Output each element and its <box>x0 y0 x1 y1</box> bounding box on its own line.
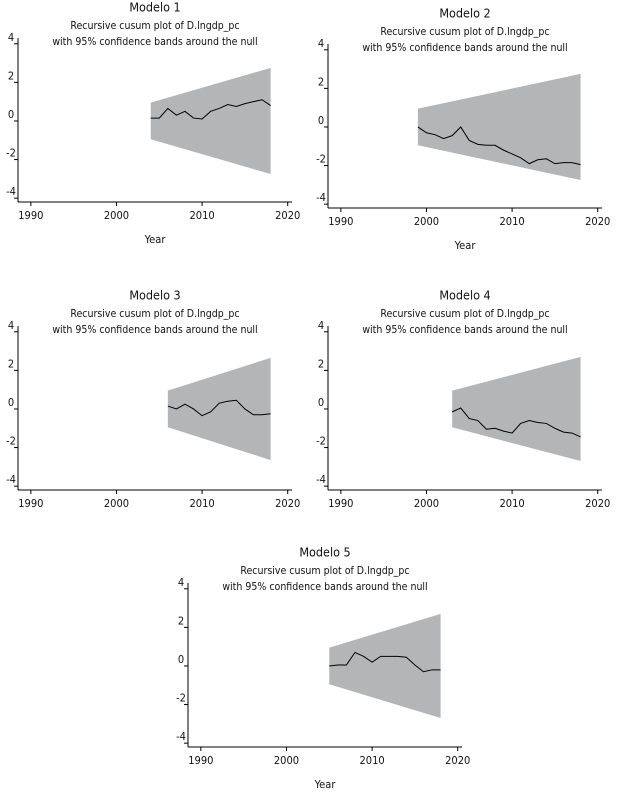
chart-subtitle: with 95% confidence bands around the nul… <box>362 324 567 336</box>
x-axis-label: Year <box>144 233 167 246</box>
x-tick-label: 2020 <box>275 209 300 222</box>
y-tick-label: 0 <box>8 396 14 409</box>
confidence-band <box>417 73 581 181</box>
x-tick-label: 2000 <box>104 497 129 510</box>
x-tick-label: 1990 <box>188 754 213 767</box>
x-tick-label: 2020 <box>585 497 610 510</box>
panel: Modelo 2 Recursive cusum plot of D.lngdp_… <box>316 6 610 253</box>
y-tick-label: 0 <box>178 653 184 666</box>
x-tick-label: 2010 <box>500 497 525 510</box>
chart-title: Modelo 2 <box>439 6 490 21</box>
cusum-line <box>167 399 271 417</box>
y-tick-label: -2 <box>6 435 16 448</box>
x-tick-label: 2010 <box>190 497 215 510</box>
panel: Modelo 1 Recursive cusum plot of D.lngdp_… <box>6 0 300 246</box>
y-tick-label: 4 <box>318 319 324 332</box>
cusum-line <box>451 407 581 438</box>
confidence-band <box>329 613 441 719</box>
x-tick-label: 1990 <box>328 215 353 228</box>
y-tick-label: 2 <box>178 614 184 627</box>
panel: Modelo 4 Recursive cusum plot of D.lngdp_… <box>316 288 610 511</box>
chart-title: Modelo 3 <box>129 288 180 303</box>
y-tick-label: -4 <box>6 473 16 486</box>
y-tick-label: 2 <box>318 75 324 88</box>
y-tick-label: -4 <box>316 191 326 204</box>
chart-subtitle: Recursive cusum plot of D.lngdp_pc <box>380 26 549 38</box>
y-tick-label: -2 <box>316 435 326 448</box>
confidence-band <box>452 356 581 462</box>
panel: Modelo 3 Recursive cusum plot of D.lngdp_… <box>6 288 300 511</box>
x-tick-label: 2000 <box>414 497 439 510</box>
chart-subtitle: Recursive cusum plot of D.lngdp_pc <box>240 565 409 577</box>
y-tick-label: 4 <box>318 37 324 50</box>
y-tick-label: 4 <box>8 319 14 332</box>
x-tick-label: 1990 <box>18 497 43 510</box>
chart-subtitle: Recursive cusum plot of D.lngdp_pc <box>380 308 549 320</box>
chart-subtitle: with 95% confidence bands around the nul… <box>52 36 257 48</box>
y-tick-label: -2 <box>176 692 186 705</box>
chart-title: Modelo 4 <box>439 288 490 303</box>
y-tick-label: 2 <box>8 69 14 82</box>
chart-subtitle: with 95% confidence bands around the nul… <box>52 324 257 336</box>
y-tick-label: 0 <box>318 114 324 127</box>
x-tick-label: 1990 <box>328 497 353 510</box>
y-tick-label: 4 <box>178 576 184 589</box>
x-tick-label: 2020 <box>585 215 610 228</box>
confidence-band <box>150 67 271 175</box>
y-tick-label: 2 <box>8 357 14 370</box>
x-axis-label: Year <box>454 239 477 252</box>
cusum-line <box>150 99 271 120</box>
x-tick-label: 1990 <box>18 209 43 222</box>
y-tick-label: 0 <box>318 396 324 409</box>
chart-subtitle: with 95% confidence bands around the nul… <box>222 581 427 593</box>
y-tick-label: 0 <box>8 108 14 121</box>
x-tick-label: 2020 <box>445 754 470 767</box>
y-tick-label: -2 <box>316 153 326 166</box>
cusum-line <box>417 126 581 166</box>
x-tick-label: 2000 <box>414 215 439 228</box>
chart-subtitle: with 95% confidence bands around the nul… <box>362 42 567 54</box>
y-tick-label: -2 <box>6 147 16 160</box>
chart-title: Modelo 5 <box>299 545 350 560</box>
chart-title: Modelo 1 <box>129 0 180 15</box>
y-tick-label: -4 <box>6 185 16 198</box>
y-tick-label: 2 <box>318 357 324 370</box>
x-tick-label: 2010 <box>500 215 525 228</box>
chart-subtitle: Recursive cusum plot of D.lngdp_pc <box>70 308 239 320</box>
x-tick-label: 2000 <box>104 209 129 222</box>
y-tick-label: 4 <box>8 31 14 44</box>
x-tick-label: 2010 <box>360 754 385 767</box>
x-tick-label: 2020 <box>275 497 300 510</box>
y-tick-label: -4 <box>316 473 326 486</box>
cusum-line <box>329 651 441 673</box>
x-axis-label: Year <box>314 778 337 791</box>
chart-subtitle: Recursive cusum plot of D.lngdp_pc <box>70 20 239 32</box>
x-tick-label: 2010 <box>190 209 215 222</box>
panel: Modelo 5 Recursive cusum plot of D.lngdp_… <box>176 545 470 792</box>
confidence-band <box>167 357 271 461</box>
y-tick-label: -4 <box>176 730 186 743</box>
x-tick-label: 2000 <box>274 754 299 767</box>
